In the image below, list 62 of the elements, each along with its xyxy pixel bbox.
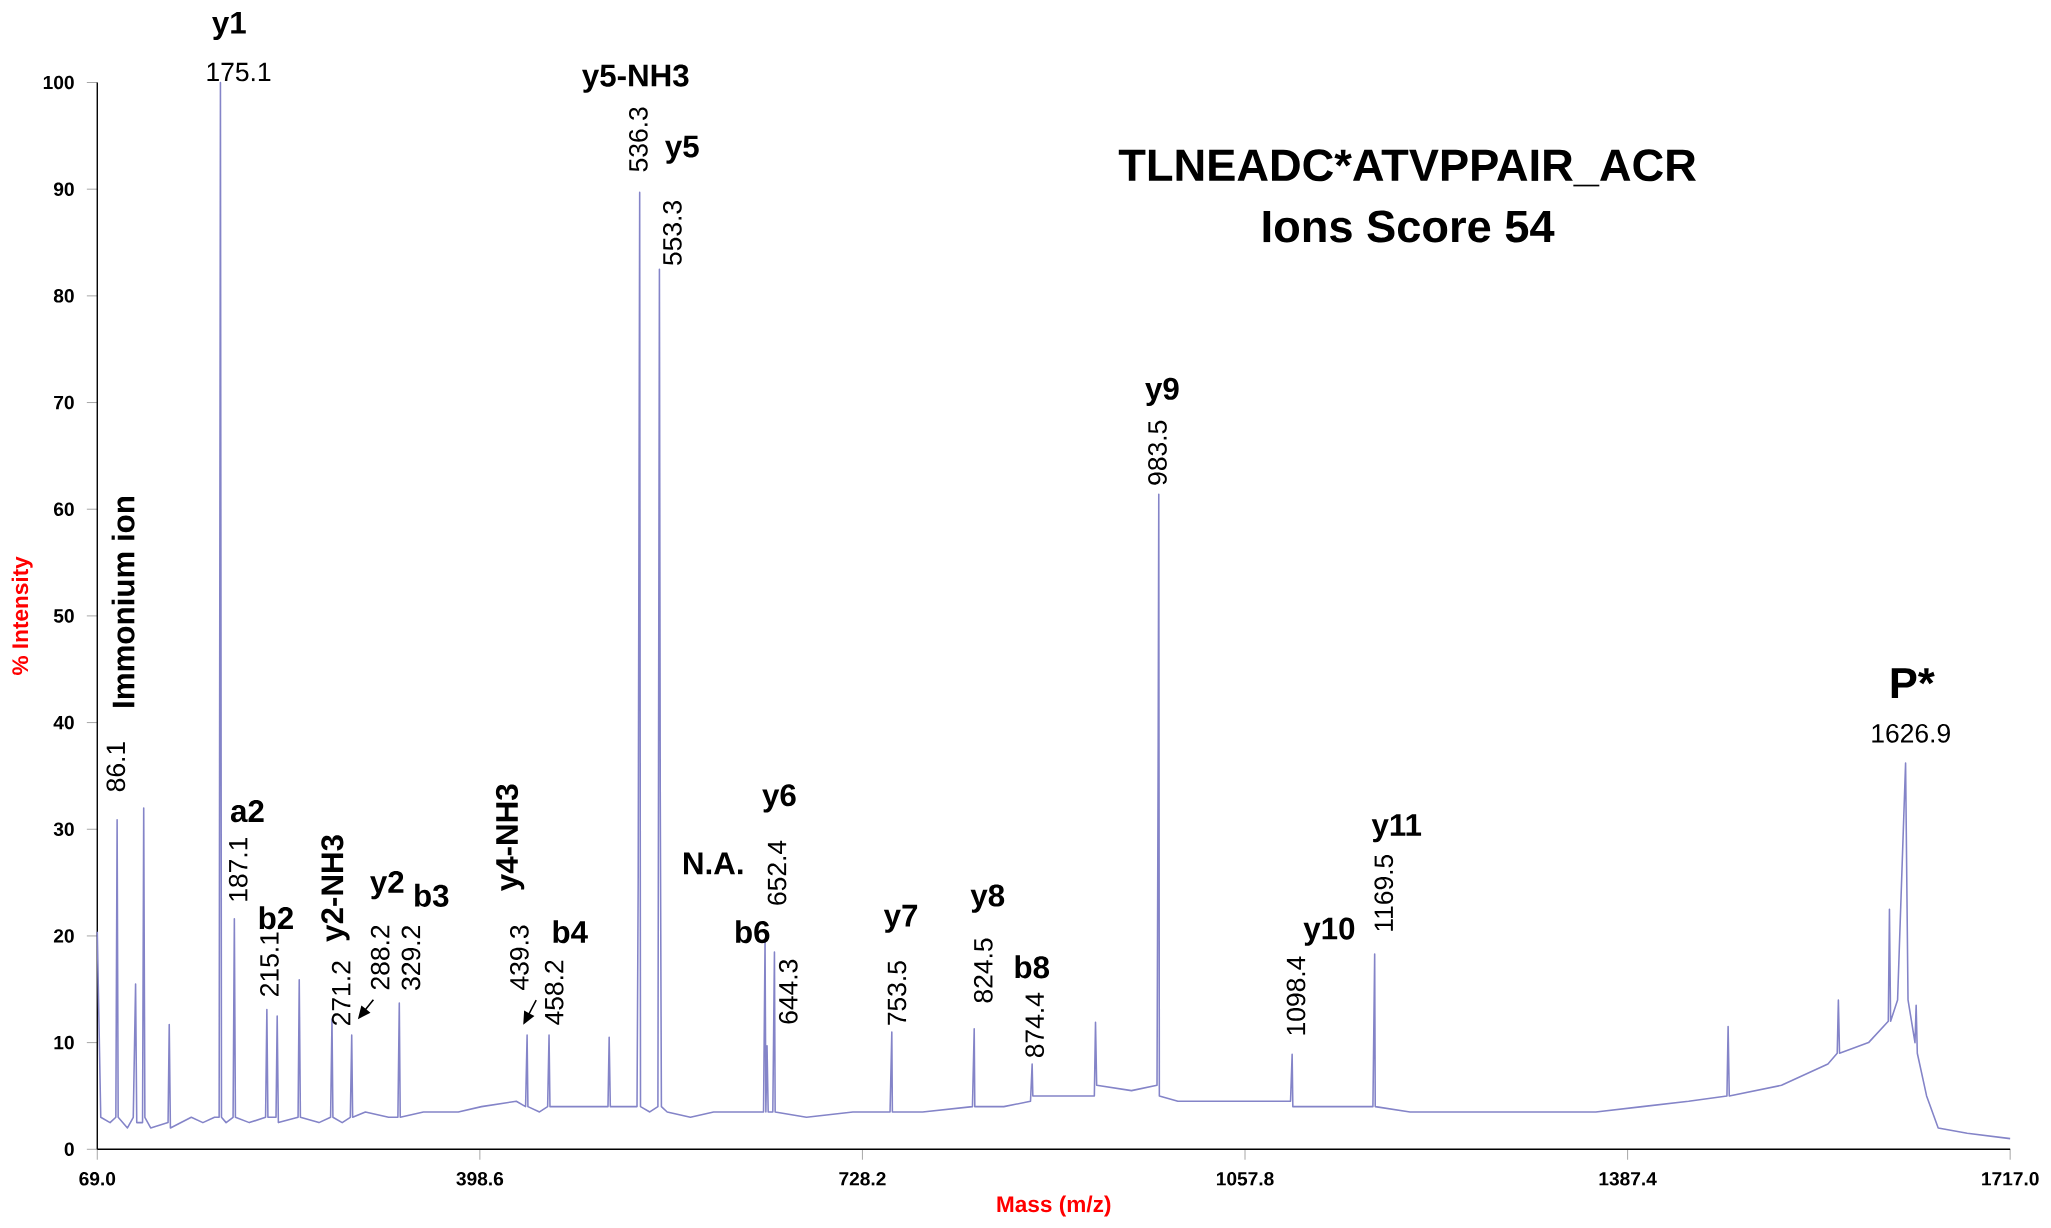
y-tick-label: 70	[54, 395, 74, 410]
annotation: y11	[1371, 814, 1422, 843]
y-tick-label: 40	[53, 715, 74, 730]
annotation: y8	[970, 884, 1005, 913]
annotation: 187.1	[228, 837, 248, 901]
annotation: 824.5	[973, 938, 993, 1003]
annotation: 644.3	[778, 959, 798, 1024]
annotation: y2-NH3	[321, 835, 350, 942]
annotation: 1626.9	[1872, 723, 1950, 743]
annotation: 86.1	[106, 742, 126, 792]
annotation: y5	[665, 135, 699, 164]
annotation: b4	[553, 920, 588, 944]
annotation: 271.2	[331, 961, 351, 1025]
text: y1	[212, 11, 246, 40]
annotation: y4-NH3	[495, 784, 525, 891]
annotation: y9	[1145, 377, 1179, 406]
y-tick-label: 100	[43, 75, 74, 90]
annotation: 1098.4	[1286, 956, 1306, 1035]
annotation: 553.3	[662, 200, 682, 265]
annotation: b2	[259, 906, 293, 930]
annotation: 458.2	[544, 960, 564, 1025]
annotation: b6	[736, 920, 770, 944]
annotation: 175.1	[207, 62, 271, 82]
annotation: 215.1	[260, 932, 279, 996]
y-tick-label: 60	[53, 502, 74, 516]
x-tick-label: 1717.0	[1982, 1171, 2039, 1186]
annotation: y7	[883, 904, 918, 933]
annotation: Immonium ion	[111, 496, 135, 707]
annotation: 874.4	[1025, 992, 1045, 1057]
annotation: P*	[1891, 668, 1935, 698]
text: Ions Score 54	[1263, 210, 1555, 243]
annotation: y10	[1303, 917, 1355, 946]
annotation: b3	[415, 883, 449, 907]
text: TLNEADC*ATVPPAIR_ACR	[1118, 149, 1696, 187]
x-tick-label: 1057.8	[1216, 1171, 1274, 1186]
annotation: 288.2	[370, 925, 390, 990]
x-tick-label: 69.0	[79, 1171, 116, 1186]
annotation: a2	[230, 799, 264, 823]
annotation: 753.5	[887, 961, 907, 1025]
annotation: y6	[762, 784, 796, 813]
y-tick-label: 20	[53, 929, 74, 943]
annotation: 536.3	[629, 107, 648, 172]
annotation: y5-NH3	[582, 64, 689, 93]
annotation: y2	[370, 870, 404, 900]
annotation: 439.3	[509, 925, 529, 990]
annotation: 1169.5	[1374, 854, 1394, 931]
annotation: 329.2	[401, 925, 421, 990]
annotation: 983.5	[1148, 420, 1167, 485]
y-tick-label: 90	[53, 182, 74, 196]
x-tick-label: 1387.4	[1599, 1171, 1657, 1186]
annotation: N.A.	[684, 852, 743, 875]
y-tick-label: 10	[54, 1035, 74, 1050]
annotation: b8	[1015, 955, 1050, 979]
annotation: 652.4	[767, 840, 787, 905]
x-tick-label: 398.6	[456, 1171, 504, 1186]
y-axis-title: % Intensity	[11, 556, 33, 675]
y-tick-label: 80	[53, 288, 74, 303]
x-tick-label: 728.2	[839, 1171, 886, 1186]
x-axis-title: Mass (m/z)	[997, 1195, 1111, 1217]
y-tick-label: 50	[53, 609, 74, 623]
y-tick-label: 0	[64, 1142, 74, 1156]
y-tick-label: 30	[53, 822, 74, 836]
